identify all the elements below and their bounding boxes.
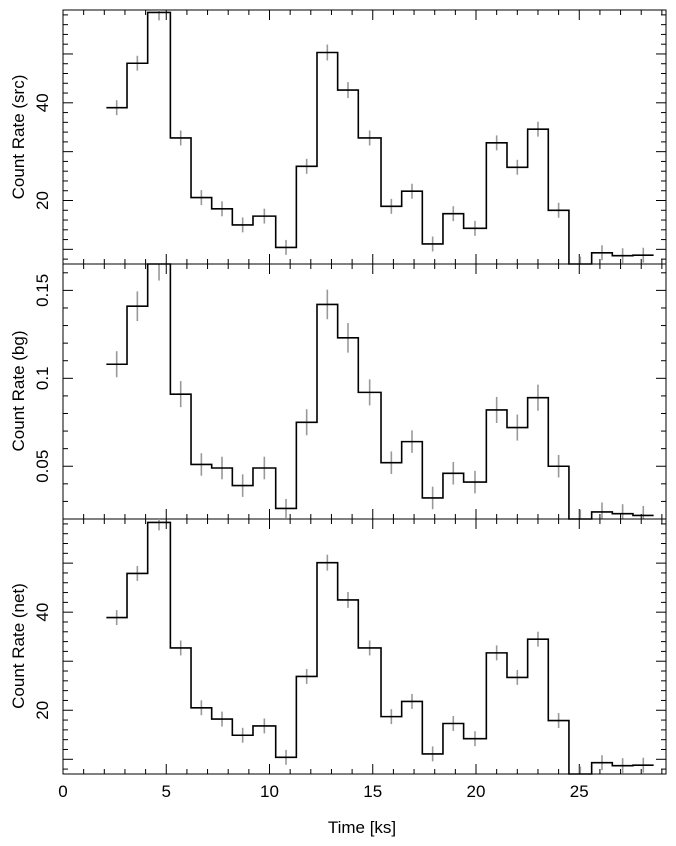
x-tick-label: 25	[570, 782, 589, 801]
panel-bg-ylabel: Count Rate (bg)	[9, 331, 28, 452]
panel-net-ylabel: Count Rate (net)	[9, 583, 28, 709]
y-tick-label: 20	[33, 191, 52, 210]
y-tick-label: 40	[33, 93, 52, 112]
y-tick-label: 40	[33, 603, 52, 622]
step-line-src	[106, 11, 654, 265]
y-tick-label: 0.15	[33, 274, 52, 307]
x-tick-label: 5	[162, 782, 171, 801]
x-tick-label: 15	[363, 782, 382, 801]
panel-bg-data	[106, 263, 654, 520]
x-axis-label: Time [ks]	[328, 818, 396, 837]
panel-net-data	[106, 519, 654, 775]
step-line-net	[106, 521, 654, 775]
panel-src-data	[106, 10, 654, 265]
y-tick-label: 20	[33, 701, 52, 720]
x-axis-ticks: 0 5 10 15 20 25	[58, 782, 588, 801]
panel-net-frame	[62, 518, 667, 775]
panel-bg-frame	[62, 263, 667, 520]
panel-bg: 0.05 0.1 0.15 Count Rate (bg)	[9, 263, 667, 520]
panel-bg-ticks: 0.05 0.1 0.15	[33, 264, 666, 519]
panel-src-ylabel: Count Rate (src)	[9, 75, 28, 200]
panel-src-frame	[62, 9, 667, 265]
y-tick-label: 0.05	[33, 450, 52, 483]
x-tick-label: 0	[58, 782, 67, 801]
y-tick-label: 0.1	[33, 366, 52, 390]
x-tick-label: 10	[260, 782, 279, 801]
step-line-bg	[106, 263, 654, 520]
x-tick-label: 20	[467, 782, 486, 801]
